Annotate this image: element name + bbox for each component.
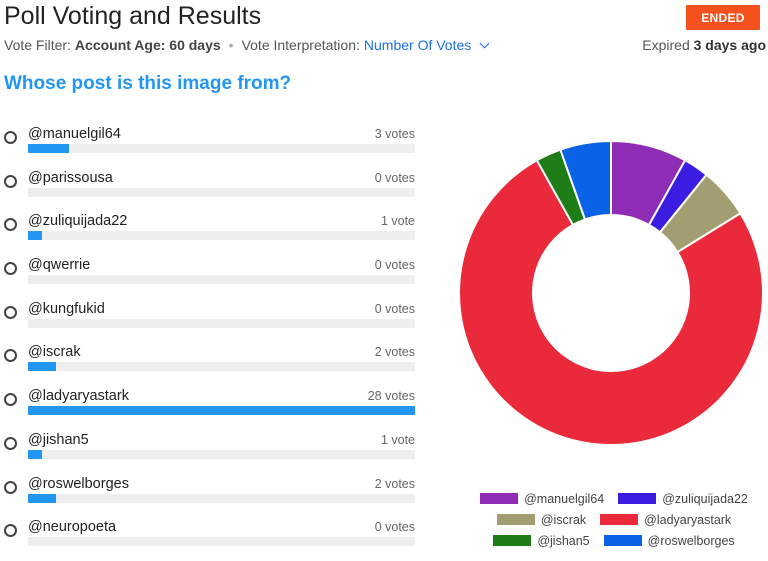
option-vote-count: 1 vote (380, 432, 415, 447)
legend-swatch (496, 514, 535, 525)
radio-button[interactable] (4, 174, 17, 188)
chart-legend: @manuelgil64 @zuliquijada22 @iscrak @ladyar… (460, 488, 768, 551)
page-title: Poll Voting and Results (4, 2, 262, 30)
vote-bar-fill (28, 231, 42, 241)
vote-bar (28, 187, 415, 197)
vote-bar (28, 537, 415, 547)
radio-button[interactable] (4, 349, 17, 363)
option-vote-count: 2 votes (374, 476, 415, 491)
option-label: @qwerrie (28, 257, 91, 274)
radio-button[interactable] (4, 393, 17, 407)
poll-option[interactable]: @roswelborges 2 votes (0, 474, 420, 518)
radio-button[interactable] (4, 262, 17, 276)
legend-label: @zuliquijada22 (662, 491, 748, 506)
option-vote-count: 28 votes (367, 389, 415, 404)
poll-option[interactable]: @iscrak 2 votes (0, 342, 420, 386)
radio-button[interactable] (4, 218, 17, 232)
radio-button[interactable] (4, 131, 17, 144)
option-label: @iscrak (28, 344, 81, 361)
radio-button[interactable] (4, 524, 17, 538)
vote-bar (28, 449, 415, 459)
legend-row: @iscrak @ladyaryastark (460, 509, 768, 530)
vote-bar (28, 406, 415, 416)
option-label: @parissousa (28, 169, 113, 186)
legend-swatch (480, 493, 519, 504)
poll-question: Whose post is this image from? (4, 73, 292, 94)
legend-item[interactable]: @zuliquijada22 (618, 492, 748, 506)
legend-label: @iscrak (540, 512, 587, 527)
legend-item[interactable]: @ladyaryastark (600, 513, 731, 527)
option-vote-count: 0 votes (374, 258, 415, 273)
legend-item[interactable]: @iscrak (496, 512, 587, 527)
option-label: @manuelgil64 (28, 126, 121, 142)
vote-bar (28, 231, 415, 241)
poll-option[interactable]: @qwerrie 0 votes (0, 255, 420, 299)
donut-slice-roswelborges (559, 139, 612, 221)
legend-row: @jishan5 @roswelborges (460, 530, 768, 551)
poll-option[interactable]: @parissousa 0 votes (0, 168, 420, 212)
option-vote-count: 1 vote (380, 214, 415, 229)
results-donut-chart (458, 139, 764, 446)
radio-button[interactable] (4, 436, 17, 450)
option-vote-count: 0 votes (374, 520, 415, 535)
legend-swatch (493, 535, 532, 546)
legend-label: @roswelborges (647, 533, 735, 548)
option-label: @neuropoeta (28, 519, 117, 536)
vote-interpretation-dropdown[interactable]: Number Of Votes (363, 37, 472, 53)
option-label: @zuliquijada22 (28, 213, 128, 230)
vote-bar (28, 318, 415, 328)
vote-bar (28, 275, 415, 285)
vote-filter-value: Account Age: 60 days (74, 37, 221, 53)
poll-option[interactable]: @manuelgil64 3 votes (0, 124, 420, 168)
poll-meta: Vote Filter: Account Age: 60 days • Vote… (4, 37, 492, 53)
expiry-info: Expired 3 days ago (642, 37, 766, 53)
option-vote-count: 0 votes (374, 301, 415, 316)
option-label: @jishan5 (28, 431, 89, 448)
vote-interpretation-label: Vote Interpretation: (241, 37, 360, 53)
option-vote-count: 3 votes (374, 127, 415, 141)
vote-bar-fill (28, 144, 70, 153)
legend-item[interactable]: @jishan5 (493, 533, 590, 548)
vote-bar (28, 362, 415, 372)
poll-option[interactable]: @zuliquijada22 1 vote (0, 211, 420, 255)
status-badge: ENDED (686, 5, 760, 30)
poll-option[interactable]: @neuropoeta 0 votes (0, 517, 420, 561)
option-label: @ladyaryastark (28, 388, 129, 405)
option-label: @kungfukid (28, 300, 105, 317)
option-label: @roswelborges (28, 475, 129, 492)
vote-filter-label: Vote Filter: (4, 37, 71, 53)
legend-row: @manuelgil64 @zuliquijada22 (460, 488, 768, 509)
option-vote-count: 2 votes (374, 345, 415, 360)
expired-label: Expired (642, 37, 690, 53)
vote-bar-fill (28, 493, 56, 503)
vote-bar-fill (28, 406, 415, 416)
legend-swatch (600, 514, 639, 525)
radio-button[interactable] (4, 305, 17, 319)
poll-options: @manuelgil64 3 votes @parissousa 0 votes @zu… (0, 124, 420, 561)
legend-item[interactable]: @manuelgil64 (480, 492, 604, 506)
legend-label: @jishan5 (537, 533, 590, 548)
separator-dot: • (228, 37, 234, 53)
chevron-down-icon[interactable] (479, 38, 490, 49)
radio-button[interactable] (4, 480, 17, 494)
vote-bar (28, 144, 415, 153)
expired-value: 3 days ago (693, 37, 766, 53)
legend-label: @ladyaryastark (644, 512, 732, 527)
legend-swatch (603, 535, 642, 546)
legend-label: @manuelgil64 (524, 491, 605, 506)
poll-option[interactable]: @ladyaryastark 28 votes (0, 386, 420, 430)
vote-bar-fill (28, 362, 56, 372)
option-vote-count: 0 votes (374, 170, 415, 185)
legend-swatch (618, 493, 657, 504)
poll-option[interactable]: @jishan5 1 vote (0, 430, 420, 474)
donut-slice-ladyaryastark (458, 158, 764, 446)
vote-bar-fill (28, 449, 42, 459)
poll-option[interactable]: @kungfukid 0 votes (0, 299, 420, 343)
legend-item[interactable]: @roswelborges (603, 533, 735, 548)
vote-bar (28, 493, 415, 503)
